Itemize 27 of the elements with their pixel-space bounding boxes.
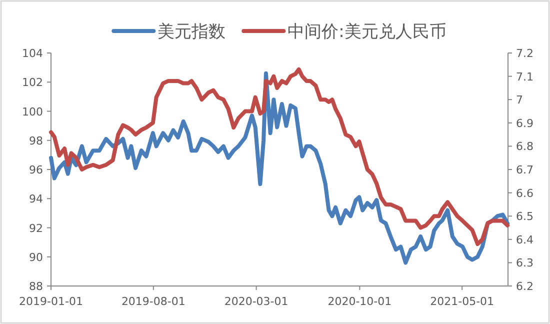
y2-tick-label: 7 [516,94,523,107]
y2-tick-label: 7.2 [516,47,534,60]
y2-tick-label: 6.3 [516,256,534,270]
y-tick-label: 104 [22,47,43,60]
y2-tick-label: 6.9 [516,116,534,130]
x-tick-label: 2020-03-01 [224,295,288,308]
x-tick-label: 2020-10-01 [328,295,392,308]
y-tick-label: 96 [29,164,43,176]
y2-tick-label: 6.5 [516,210,534,224]
y2-tick-label: 7.1 [516,70,534,84]
y-tick-label: 90 [29,250,43,264]
legend-label: 美元指数 [158,22,226,42]
y-tick-label: 92 [29,222,43,235]
y2-tick-label: 6.8 [516,140,534,154]
x-tick-label: 2019-08-01 [121,295,186,308]
y-tick-label: 102 [22,76,43,90]
y2-tick-label: 6.6 [516,186,534,200]
y2-tick-label: 6.7 [516,164,534,176]
x-tick-label: 2019-01-01 [19,295,83,308]
y-tick-label: 100 [22,105,43,118]
legend-label: 中间价:美元兑人民币 [288,22,446,42]
y-tick-label: 98 [29,134,43,148]
y2-tick-label: 6.2 [516,280,534,293]
y-tick-label: 94 [29,192,43,206]
x-tick-label: 2021-05-01 [430,295,494,308]
y-tick-label: 88 [29,280,43,293]
y2-tick-label: 6.4 [516,233,534,246]
